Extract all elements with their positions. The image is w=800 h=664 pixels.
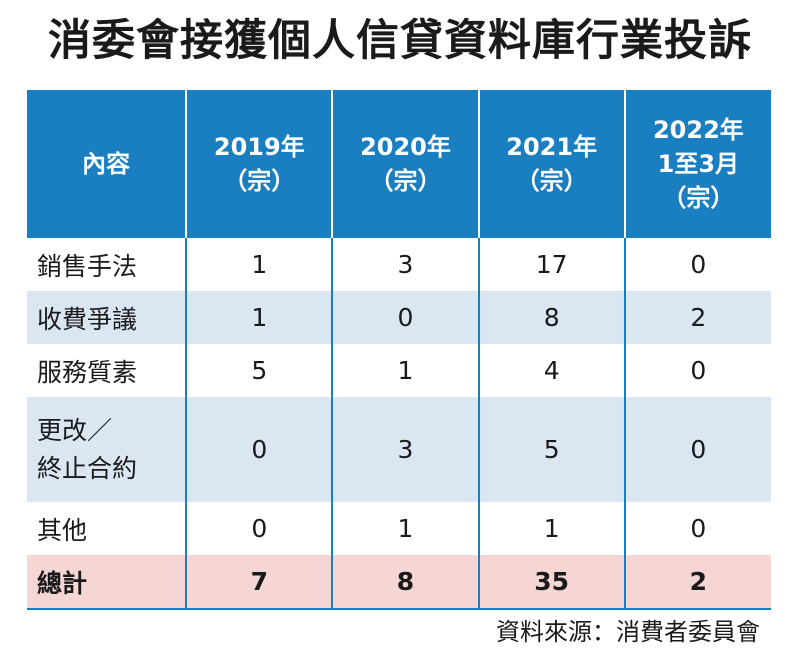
row-label: 服務質素 bbox=[27, 344, 187, 397]
row-label: 其他 bbox=[27, 502, 187, 555]
column-header-line: 1至3月 bbox=[657, 150, 740, 178]
row-label: 銷售手法 bbox=[27, 238, 187, 291]
cell-value: 0 bbox=[185, 397, 333, 502]
row-label: 收費爭議 bbox=[27, 291, 187, 344]
column-header-year: 2021年 （宗） bbox=[477, 90, 625, 238]
cell-value: 1 bbox=[477, 502, 625, 555]
cell-value: 5 bbox=[477, 397, 625, 502]
column-header-line: 2019年 bbox=[213, 133, 305, 161]
row-label: 更改／ 終止合約 bbox=[27, 397, 187, 502]
table-body: 銷售手法 1 3 17 0 收費爭議 1 0 8 2 服務質素 5 1 4 0 更改／ 終止合約 0 3 5 0 其他 0 1… bbox=[27, 238, 771, 610]
row-label-line: 其他 bbox=[37, 515, 88, 545]
cell-value: 8 bbox=[477, 291, 625, 344]
column-header-year: 2019年 （宗） bbox=[185, 90, 333, 238]
cell-value: 5 bbox=[185, 344, 333, 397]
header-row: 內容 2019年 （宗） 2020年 （宗） 2021年 （宗） 2022年 1至3月 （宗） bbox=[27, 90, 771, 238]
complaints-table: 內容 2019年 （宗） 2020年 （宗） 2021年 （宗） 2022年 1至3月 （宗） 銷… bbox=[27, 90, 771, 610]
cell-value: 3 bbox=[331, 238, 479, 291]
column-header-line: 2020年 bbox=[360, 133, 451, 161]
cell-value: 2 bbox=[623, 555, 771, 610]
table-row: 服務質素 5 1 4 0 bbox=[27, 344, 771, 397]
cell-value: 0 bbox=[185, 502, 333, 555]
table-row: 更改／ 終止合約 0 3 5 0 bbox=[27, 397, 771, 502]
column-header-line: 2021年 bbox=[506, 133, 598, 161]
row-label-line: 更改／ bbox=[37, 415, 113, 445]
cell-value: 1 bbox=[185, 238, 333, 291]
cell-value: 2 bbox=[623, 291, 771, 344]
row-label-line: 收費爭議 bbox=[37, 304, 138, 334]
column-header-line: （宗） bbox=[369, 167, 442, 195]
column-header-line: （宗） bbox=[515, 167, 588, 195]
table-row: 收費爭議 1 0 8 2 bbox=[27, 291, 771, 344]
source-note: 資料來源：消費者委員會 bbox=[496, 618, 760, 646]
column-header-line: （宗） bbox=[662, 184, 735, 212]
row-label: 總計 bbox=[27, 555, 187, 610]
cell-value: 7 bbox=[185, 555, 333, 610]
column-header-line: （宗） bbox=[223, 167, 296, 195]
column-header-line: 內容 bbox=[82, 150, 131, 178]
row-label-line: 服務質素 bbox=[37, 357, 138, 387]
cell-value: 1 bbox=[331, 344, 479, 397]
page-title: 消委會接獲個人信貸資料庫行業投訴 bbox=[48, 16, 752, 66]
column-header-content: 內容 bbox=[27, 90, 187, 238]
cell-value: 1 bbox=[185, 291, 333, 344]
row-label-line: 銷售手法 bbox=[37, 251, 138, 281]
cell-value: 35 bbox=[477, 555, 625, 610]
row-label-line: 終止合約 bbox=[37, 453, 138, 483]
column-header-year: 2020年 （宗） bbox=[331, 90, 479, 238]
total-row: 總計 7 8 35 2 bbox=[27, 555, 771, 610]
cell-value: 0 bbox=[623, 502, 771, 555]
table-row: 其他 0 1 1 0 bbox=[27, 502, 771, 555]
cell-value: 17 bbox=[477, 238, 625, 291]
table-row: 銷售手法 1 3 17 0 bbox=[27, 238, 771, 291]
cell-value: 0 bbox=[623, 397, 771, 502]
column-header-year: 2022年 1至3月 （宗） bbox=[623, 90, 771, 238]
cell-value: 4 bbox=[477, 344, 625, 397]
cell-value: 0 bbox=[623, 238, 771, 291]
row-label-line: 總計 bbox=[37, 568, 88, 598]
cell-value: 8 bbox=[331, 555, 479, 610]
cell-value: 0 bbox=[331, 291, 479, 344]
cell-value: 0 bbox=[623, 344, 771, 397]
cell-value: 1 bbox=[331, 502, 479, 555]
cell-value: 3 bbox=[331, 397, 479, 502]
column-header-line: 2022年 bbox=[652, 116, 744, 144]
